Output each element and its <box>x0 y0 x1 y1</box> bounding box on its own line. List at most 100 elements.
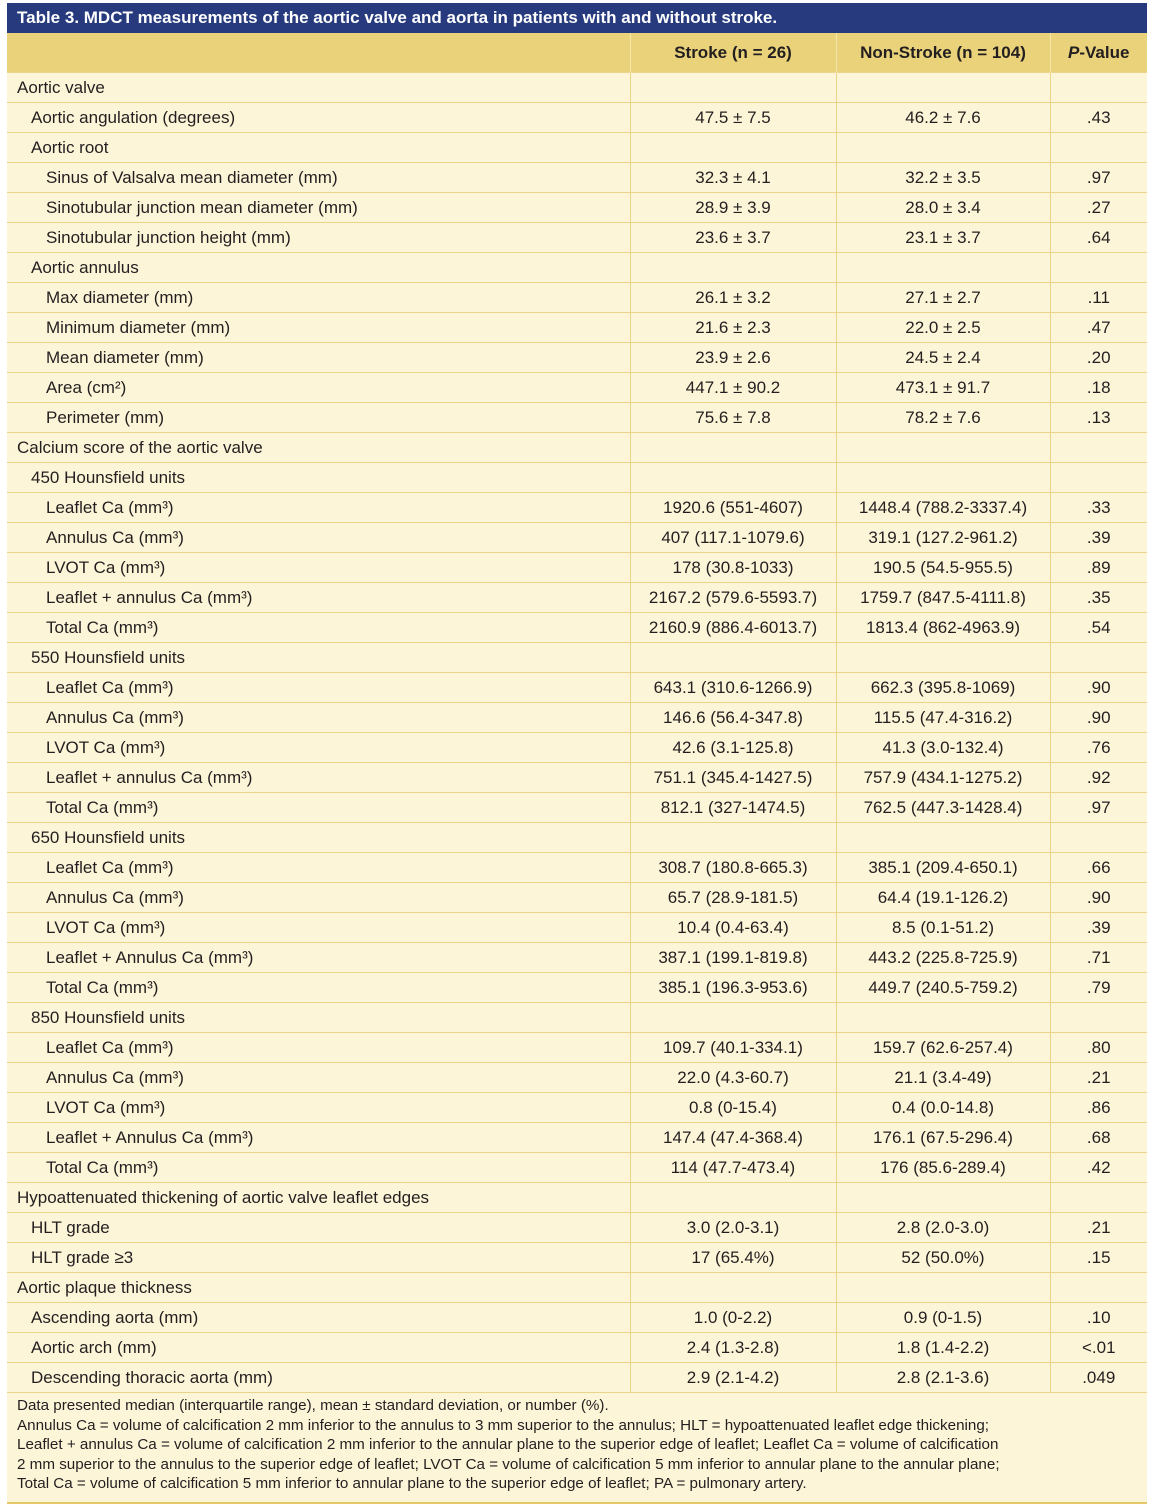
table-row: Aortic plaque thickness <box>7 1272 1147 1303</box>
row-label: Leaflet Ca (mm³) <box>7 492 630 523</box>
row-label: HLT grade <box>7 1212 630 1243</box>
table-row: 450 Hounsfield units <box>7 462 1147 493</box>
p-value: .90 <box>1049 672 1147 703</box>
table-row: Annulus Ca (mm³) 407 (117.1-1079.6) 319.1 … <box>7 522 1147 553</box>
non-stroke-value: 176 (85.6-289.4) <box>835 1152 1050 1183</box>
p-value: .79 <box>1049 972 1147 1003</box>
stroke-value: 0.8 (0-15.4) <box>629 1092 836 1123</box>
non-stroke-value: 1759.7 (847.5-4111.8) <box>835 582 1050 613</box>
p-value <box>1049 1272 1147 1303</box>
non-stroke-value: 385.1 (209.4-650.1) <box>835 852 1050 883</box>
row-label: Aortic angulation (degrees) <box>7 102 630 133</box>
non-stroke-value <box>835 462 1050 493</box>
table-row: Annulus Ca (mm³) 146.6 (56.4-347.8) 115.5 … <box>7 702 1147 733</box>
row-label: Calcium score of the aortic valve <box>7 432 630 463</box>
non-stroke-value: 443.2 (225.8-725.9) <box>835 942 1050 973</box>
table-row: Sinotubular junction mean diameter (mm) 2… <box>7 192 1147 223</box>
non-stroke-value: 64.4 (19.1-126.2) <box>835 882 1050 913</box>
row-label: Leaflet + annulus Ca (mm³) <box>7 762 630 793</box>
p-value: .42 <box>1049 1152 1147 1183</box>
p-value: <.01 <box>1049 1332 1147 1363</box>
table-row: Leaflet + annulus Ca (mm³) 751.1 (345.4-1… <box>7 762 1147 793</box>
non-stroke-value: 78.2 ± 7.6 <box>835 402 1050 433</box>
row-label: Mean diameter (mm) <box>7 342 630 373</box>
p-value: .54 <box>1049 612 1147 643</box>
table-row: Descending thoracic aorta (mm) 2.9 (2.1-4… <box>7 1362 1147 1392</box>
table-row: Aortic annulus <box>7 252 1147 283</box>
p-value: .11 <box>1049 282 1147 313</box>
table-row: 550 Hounsfield units <box>7 642 1147 673</box>
stroke-value: 65.7 (28.9-181.5) <box>629 882 836 913</box>
table-row: Sinus of Valsalva mean diameter (mm) 32.3… <box>7 162 1147 193</box>
row-label: Annulus Ca (mm³) <box>7 1062 630 1093</box>
stroke-value <box>629 72 836 103</box>
stroke-value: 32.3 ± 4.1 <box>629 162 836 193</box>
non-stroke-value <box>835 432 1050 463</box>
footnote-line: Data presented median (interquartile ran… <box>17 1397 609 1414</box>
table-row: Leaflet + Annulus Ca (mm³) 387.1 (199.1-8… <box>7 942 1147 973</box>
stroke-value: 42.6 (3.1-125.8) <box>629 732 836 763</box>
non-stroke-value: 2.8 (2.0-3.0) <box>835 1212 1050 1243</box>
table-row: Total Ca (mm³) 385.1 (196.3-953.6) 449.7 (… <box>7 972 1147 1003</box>
p-value: .76 <box>1049 732 1147 763</box>
stroke-value: 3.0 (2.0-3.1) <box>629 1212 836 1243</box>
table-row: LVOT Ca (mm³) 0.8 (0-15.4) 0.4 (0.0-14.8).… <box>7 1092 1147 1123</box>
p-value: .68 <box>1049 1122 1147 1153</box>
header-p-value: P-Value <box>1049 33 1147 73</box>
p-value: .80 <box>1049 1032 1147 1063</box>
stroke-value <box>629 822 836 853</box>
table-container: Table 3. MDCT measurements of the aortic… <box>7 3 1147 1504</box>
table-row: HLT grade ≥3 17 (65.4%) 52 (50.0%) .15 <box>7 1242 1147 1273</box>
p-value: .39 <box>1049 522 1147 553</box>
non-stroke-value: 2.8 (2.1-3.6) <box>835 1362 1050 1392</box>
table-row: Total Ca (mm³) 114 (47.7-473.4) 176 (85.6-… <box>7 1152 1147 1183</box>
non-stroke-value: 176.1 (67.5-296.4) <box>835 1122 1050 1153</box>
p-value: .89 <box>1049 552 1147 583</box>
header-row: Stroke (n = 26) Non-Stroke (n = 104) P-V… <box>7 33 1147 73</box>
stroke-value: 308.7 (180.8-665.3) <box>629 852 836 883</box>
stroke-value: 2167.2 (579.6-5593.7) <box>629 582 836 613</box>
header-measure <box>7 33 630 73</box>
row-label: Ascending aorta (mm) <box>7 1302 630 1333</box>
p-value: .66 <box>1049 852 1147 883</box>
header-p-rest: -Value <box>1079 42 1130 62</box>
non-stroke-value: 27.1 ± 2.7 <box>835 282 1050 313</box>
non-stroke-value: 8.5 (0.1-51.2) <box>835 912 1050 943</box>
stroke-value: 21.6 ± 2.3 <box>629 312 836 343</box>
non-stroke-value <box>835 1182 1050 1213</box>
non-stroke-value: 22.0 ± 2.5 <box>835 312 1050 343</box>
p-value: .15 <box>1049 1242 1147 1273</box>
row-label: 850 Hounsfield units <box>7 1002 630 1033</box>
row-label: LVOT Ca (mm³) <box>7 912 630 943</box>
stroke-value: 2160.9 (886.4-6013.7) <box>629 612 836 643</box>
row-label: Total Ca (mm³) <box>7 1152 630 1183</box>
stroke-value: 28.9 ± 3.9 <box>629 192 836 223</box>
stroke-value: 109.7 (40.1-334.1) <box>629 1032 836 1063</box>
non-stroke-value <box>835 822 1050 853</box>
non-stroke-value: 46.2 ± 7.6 <box>835 102 1050 133</box>
stroke-value: 751.1 (345.4-1427.5) <box>629 762 836 793</box>
non-stroke-value: 41.3 (3.0-132.4) <box>835 732 1050 763</box>
row-label: Leaflet + Annulus Ca (mm³) <box>7 942 630 973</box>
stroke-value: 146.6 (56.4-347.8) <box>629 702 836 733</box>
row-label: Descending thoracic aorta (mm) <box>7 1362 630 1392</box>
row-label: Leaflet + Annulus Ca (mm³) <box>7 1122 630 1153</box>
table-row: Total Ca (mm³) 2160.9 (886.4-6013.7) 1813.… <box>7 612 1147 643</box>
p-value: .90 <box>1049 882 1147 913</box>
row-label: 650 Hounsfield units <box>7 822 630 853</box>
non-stroke-value: 32.2 ± 3.5 <box>835 162 1050 193</box>
table-row: LVOT Ca (mm³) 42.6 (3.1-125.8) 41.3 (3.0-1… <box>7 732 1147 763</box>
table-row: Aortic angulation (degrees) 47.5 ± 7.5 46.… <box>7 102 1147 133</box>
row-label: 450 Hounsfield units <box>7 462 630 493</box>
row-label: 550 Hounsfield units <box>7 642 630 673</box>
row-label: Total Ca (mm³) <box>7 612 630 643</box>
row-label: HLT grade ≥3 <box>7 1242 630 1273</box>
row-label: Total Ca (mm³) <box>7 792 630 823</box>
table-row: Minimum diameter (mm) 21.6 ± 2.3 22.0 ± 2.… <box>7 312 1147 343</box>
row-label: Sinotubular junction mean diameter (mm) <box>7 192 630 223</box>
table-row: LVOT Ca (mm³) 10.4 (0.4-63.4) 8.5 (0.1-51.… <box>7 912 1147 943</box>
stroke-value: 407 (117.1-1079.6) <box>629 522 836 553</box>
table-row: Hypoattenuated thickening of aortic valv… <box>7 1182 1147 1213</box>
p-value <box>1049 132 1147 163</box>
data-table: Stroke (n = 26) Non-Stroke (n = 104) P-V… <box>7 33 1147 1392</box>
